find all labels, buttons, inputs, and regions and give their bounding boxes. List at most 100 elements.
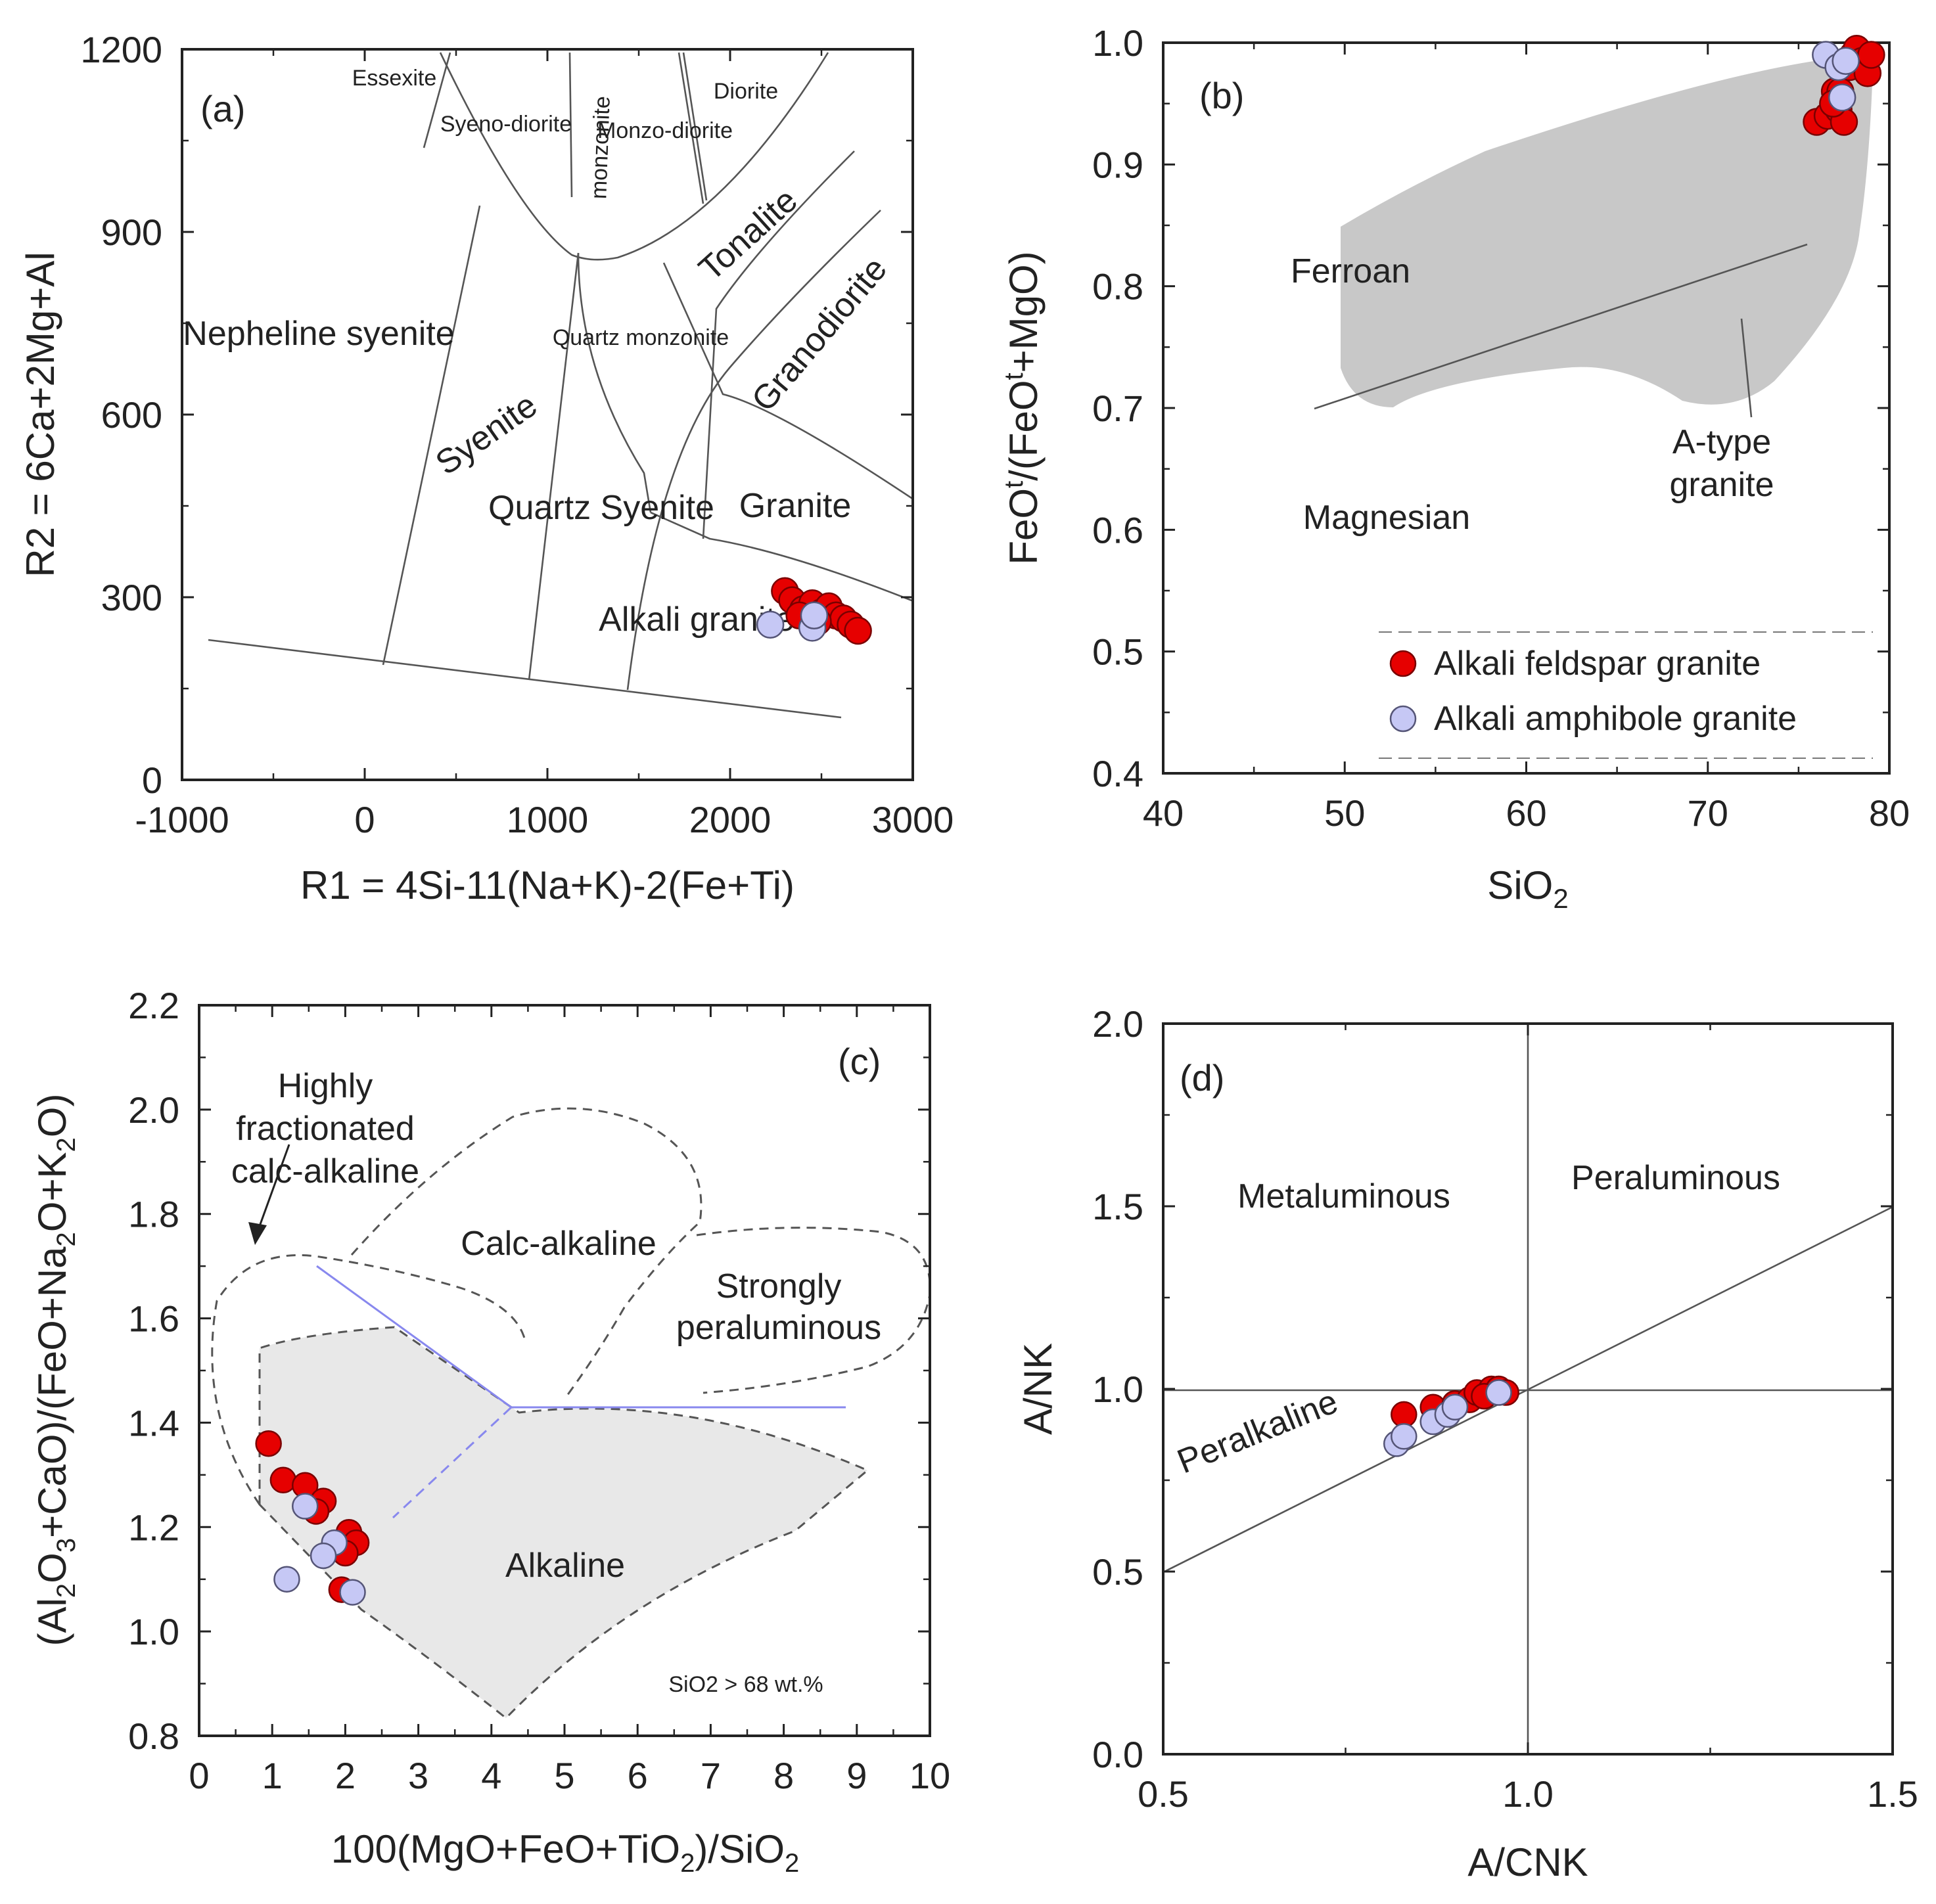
y-tick-label: 0.0 (1092, 1734, 1143, 1775)
region-syenite: Syenite (429, 386, 544, 483)
x-tick-label: 8 (773, 1755, 794, 1796)
region-syeno-diorite: Syeno-diorite (440, 112, 572, 137)
panel-a-frame (181, 48, 914, 781)
panel-a-points (756, 577, 872, 645)
region-highly-line1: Highly (278, 1067, 373, 1105)
panel-d-xlabel: A/CNK (1467, 1840, 1588, 1884)
x-tick-label: 0 (354, 799, 375, 840)
x-tick-label: 0.5 (1138, 1773, 1189, 1815)
region-peralkaline: Peralkaline (1172, 1382, 1343, 1481)
panel-d-ticks: 0.5 1.0 1.50.00.51.01.52.0 (1092, 1003, 1918, 1815)
region-nepheline-syenite: Nepheline syenite (183, 315, 454, 353)
x-tick-label: 70 (1688, 792, 1728, 834)
panel-c: 0 1 2 3 4 5 6 7 8 9 10 0.8 1.0 1.2 1.4 1.6 1.8 2.0 2.2 (c)… (30, 985, 950, 1878)
amphibole-granite-point (1485, 1379, 1512, 1406)
amphibole-granite-point (756, 610, 785, 639)
amphibole-granite-point (310, 1542, 337, 1570)
x-tick-label: 1000 (507, 799, 589, 840)
region-metaluminous: Metaluminous (1237, 1177, 1450, 1215)
pointer-arrow (255, 1144, 290, 1236)
region-monzo-diorite: Monzo-diorite (597, 118, 733, 143)
region-highly-line3: calc-alkaline (231, 1152, 419, 1190)
panel-b: 40 50 60 70 80 0.4 0.5 0.6 0.7 0.8 0.9 1.0 (b) SiO2… (1000, 22, 1910, 914)
panel-b-ylabel: FeOt/(FeOt+MgO) (1000, 251, 1046, 564)
y-tick-label: 600 (101, 394, 162, 436)
panel-c-xlabel: 100(MgO+FeO+TiO2)/SiO2 (331, 1827, 799, 1878)
amphibole-granite-point (273, 1566, 300, 1593)
region-magnesian: Magnesian (1303, 499, 1470, 537)
y-tick-label: 2.0 (128, 1089, 179, 1131)
legend-marker-amphibole (1389, 705, 1417, 733)
region-quartz-monzonite: Quartz monzonite (553, 325, 729, 350)
region-monzonite: monzonite (586, 96, 614, 200)
amphibole-granite-point (1441, 1394, 1469, 1421)
panel-b-points (1803, 35, 1885, 136)
panel-a-label: (a) (200, 88, 245, 129)
panel-a-ylabel: R2 = 6Ca+2Mg+Al (18, 252, 62, 577)
x-tick-label: 1.5 (1867, 1773, 1918, 1815)
alkaline-boundary (258, 1326, 869, 1720)
x-tick-label: 2000 (689, 799, 772, 840)
amphibole-granite-point (1391, 1423, 1417, 1450)
x-tick-label: 80 (1869, 792, 1910, 834)
region-ferroan: Ferroan (1291, 252, 1410, 290)
pointer-arrowhead (248, 1222, 267, 1245)
alkaline-field (260, 1327, 867, 1718)
panel-d-points (1383, 1375, 1519, 1457)
amphibole-granite-point (800, 601, 829, 630)
x-tick-label: 0 (189, 1755, 209, 1796)
x-tick-label: 2 (335, 1755, 356, 1796)
region-calc-alkaline: Calc-alkaline (461, 1225, 657, 1263)
panel-d-label: (d) (1180, 1057, 1224, 1099)
feldspar-granite-point (844, 616, 872, 645)
region-diorite: Diorite (714, 79, 778, 104)
region-quartz-syenite: Quartz Syenite (488, 489, 714, 527)
x-tick-label: 1.0 (1502, 1773, 1554, 1815)
y-tick-label: 1200 (80, 29, 162, 70)
panel-c-region-labels: Highly fractionated calc-alkaline Calc-a… (231, 1067, 881, 1697)
region-peraluminous: Peraluminous (1571, 1159, 1780, 1197)
region-essexite: Essexite (352, 66, 437, 91)
x-tick-label: 50 (1324, 792, 1365, 834)
x-tick-label: 9 (846, 1755, 867, 1796)
legend-marker-feldspar (1389, 650, 1417, 677)
y-tick-label: 1.5 (1092, 1186, 1143, 1227)
y-tick-label: 0.4 (1092, 753, 1143, 794)
x-tick-label: -1000 (135, 799, 229, 840)
highly-fractionated-boundary (211, 1254, 527, 1505)
y-tick-label: 0.5 (1092, 631, 1143, 673)
feldspar-granite-point (1857, 41, 1885, 69)
amphibole-granite-point (339, 1579, 366, 1606)
panel-c-ticks: 0 1 2 3 4 5 6 7 8 9 10 0.8 1.0 1.2 1.4 1.6 1.8 2.0 2.2 (128, 985, 950, 1796)
panel-b-region-labels: Ferroan Magnesian A-type granite (1291, 252, 1774, 537)
region-tonalite: Tonalite (692, 181, 805, 288)
region-strongly-line2: peraluminous (676, 1309, 881, 1347)
y-tick-label: 2.0 (1092, 1003, 1143, 1045)
y-tick-label: 1.0 (1092, 1369, 1143, 1410)
y-tick-label: 1.0 (1092, 22, 1143, 64)
x-tick-label: 6 (628, 1755, 648, 1796)
y-tick-label: 0.6 (1092, 509, 1143, 551)
region-a-type-line1: A-type (1672, 423, 1771, 461)
y-tick-label: 0 (142, 759, 162, 801)
amphibole-granite-point (291, 1493, 319, 1520)
panel-a-region-boundaries (208, 52, 913, 719)
panel-a-xlabel: R1 = 4Si-11(Na+K)-2(Fe+Ti) (300, 863, 795, 907)
panel-a-region-labels: Essexite Syeno-diorite monzonite Monzo-d… (183, 66, 894, 639)
x-tick-label: 5 (554, 1755, 574, 1796)
region-a-type-line2: granite (1670, 466, 1774, 504)
x-tick-label: 10 (910, 1755, 950, 1796)
y-tick-label: 900 (101, 212, 162, 253)
x-tick-label: 1 (262, 1755, 283, 1796)
peralkaline-line (1163, 1206, 1893, 1574)
feldspar-granite-point (269, 1466, 297, 1494)
panel-c-points (255, 1430, 370, 1606)
panel-b-ticks: 40 50 60 70 80 0.4 0.5 0.6 0.7 0.8 0.9 1.0 (1092, 22, 1910, 834)
panel-b-xlabel: SiO2 (1487, 863, 1568, 914)
x-tick-label: 60 (1506, 792, 1546, 834)
y-tick-label: 1.2 (128, 1507, 179, 1548)
y-tick-label: 1.0 (128, 1611, 179, 1652)
